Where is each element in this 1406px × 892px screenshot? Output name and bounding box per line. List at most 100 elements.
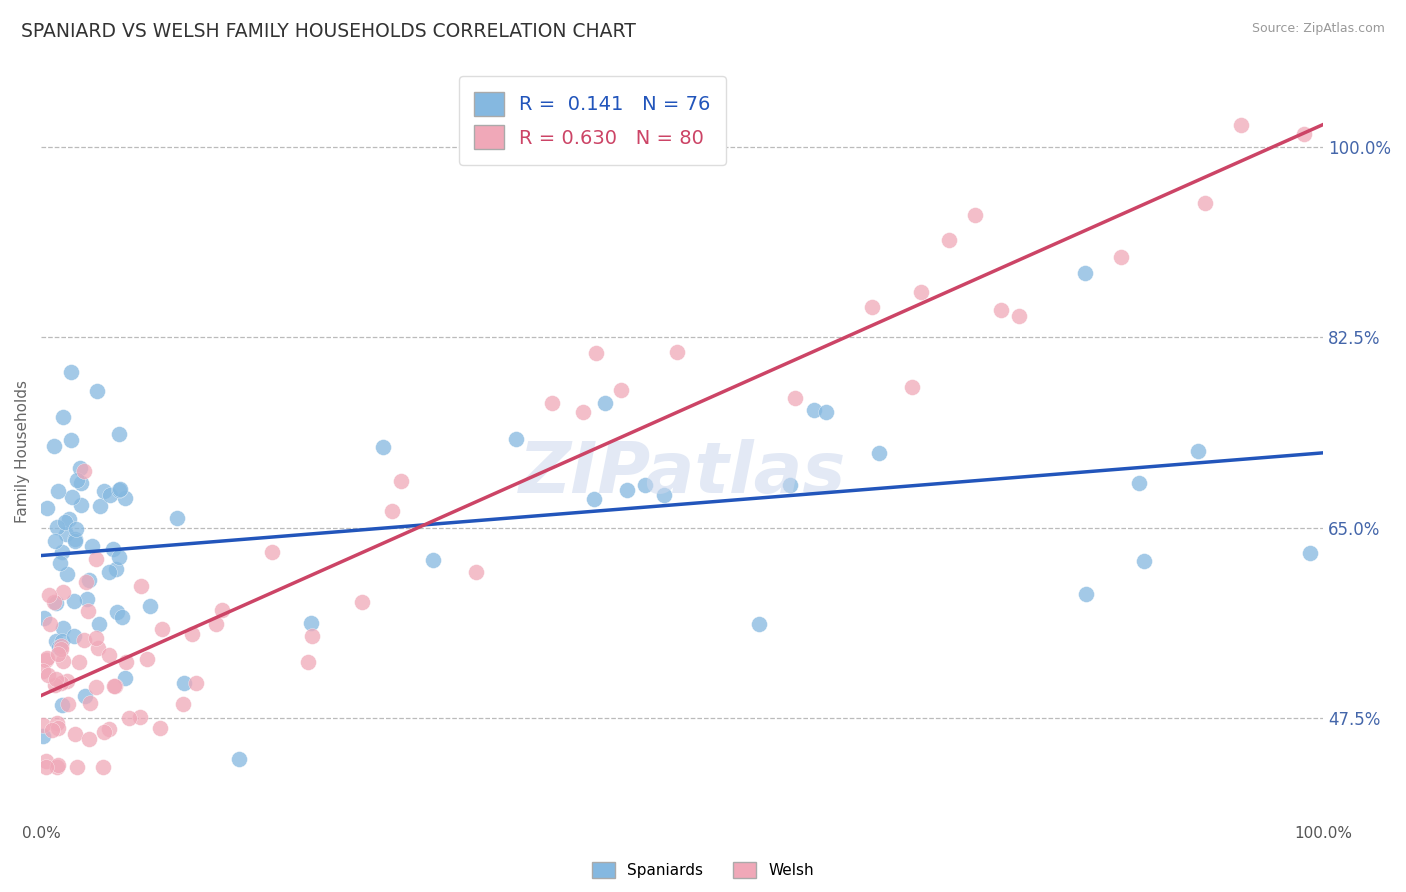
Point	[48, 721, 70, 735]
Point	[652, 488, 675, 502]
Point	[135, 652, 157, 666]
Point	[79, 573, 101, 587]
Point	[52, 585, 75, 599]
Point	[70, 499, 93, 513]
Point	[900, 380, 922, 394]
Point	[228, 752, 250, 766]
Point	[79, 696, 101, 710]
Point	[34, 653, 56, 667]
Point	[350, 594, 373, 608]
Point	[66, 473, 89, 487]
Point	[93, 483, 115, 498]
Point	[31, 718, 53, 732]
Point	[58, 511, 80, 525]
Point	[46, 715, 69, 730]
Point	[105, 562, 128, 576]
Text: Source: ZipAtlas.com: Source: ZipAtlas.com	[1251, 22, 1385, 36]
Point	[44, 678, 66, 692]
Point	[211, 603, 233, 617]
Point	[45, 673, 67, 687]
Point	[1229, 118, 1251, 132]
Point	[107, 427, 129, 442]
Point	[260, 545, 283, 559]
Point	[541, 396, 564, 410]
Point	[46, 483, 69, 498]
Point	[44, 533, 66, 548]
Point	[963, 209, 986, 223]
Point	[131, 579, 153, 593]
Point	[389, 475, 412, 489]
Text: ZIPatlas: ZIPatlas	[519, 439, 846, 508]
Point	[89, 499, 111, 513]
Point	[37, 668, 59, 682]
Point	[1187, 443, 1209, 458]
Point	[108, 483, 131, 498]
Point	[114, 671, 136, 685]
Point	[45, 596, 67, 610]
Point	[610, 383, 633, 397]
Point	[103, 680, 125, 694]
Point	[172, 697, 194, 711]
Point	[84, 631, 107, 645]
Point	[46, 760, 69, 774]
Point	[149, 721, 172, 735]
Point	[51, 634, 73, 648]
Point	[73, 464, 96, 478]
Point	[371, 440, 394, 454]
Text: SPANIARD VS WELSH FAMILY HOUSEHOLDS CORRELATION CHART: SPANIARD VS WELSH FAMILY HOUSEHOLDS CORR…	[21, 22, 636, 41]
Point	[665, 344, 688, 359]
Point	[66, 760, 89, 774]
Point	[785, 392, 807, 406]
Point	[45, 634, 67, 648]
Point	[582, 492, 605, 507]
Point	[93, 725, 115, 739]
Point	[52, 410, 75, 425]
Point	[87, 617, 110, 632]
Point	[104, 679, 127, 693]
Point	[65, 534, 87, 549]
Point	[634, 478, 657, 492]
Point	[77, 732, 100, 747]
Point	[35, 760, 58, 774]
Point	[91, 760, 114, 774]
Point	[1128, 476, 1150, 491]
Point	[73, 689, 96, 703]
Point	[938, 233, 960, 247]
Point	[58, 698, 80, 712]
Point	[1109, 250, 1132, 264]
Point	[114, 491, 136, 505]
Point	[51, 639, 73, 653]
Point	[31, 664, 53, 678]
Point	[98, 488, 121, 502]
Point	[110, 610, 132, 624]
Point	[464, 565, 486, 579]
Point	[75, 574, 97, 589]
Point	[48, 557, 70, 571]
Point	[868, 446, 890, 460]
Point	[63, 532, 86, 546]
Point	[37, 501, 59, 516]
Point	[87, 641, 110, 656]
Point	[910, 285, 932, 300]
Point	[593, 396, 616, 410]
Point	[1299, 546, 1322, 560]
Point	[67, 656, 90, 670]
Point	[1194, 196, 1216, 211]
Point	[51, 698, 73, 713]
Point	[62, 629, 84, 643]
Point	[97, 722, 120, 736]
Point	[52, 621, 75, 635]
Point	[63, 727, 86, 741]
Point	[84, 681, 107, 695]
Point	[101, 541, 124, 556]
Point	[585, 346, 607, 360]
Point	[1074, 586, 1097, 600]
Point	[150, 623, 173, 637]
Point	[80, 539, 103, 553]
Point	[86, 384, 108, 399]
Point	[779, 478, 801, 492]
Point	[42, 595, 65, 609]
Point	[166, 511, 188, 525]
Point	[98, 648, 121, 662]
Point	[297, 655, 319, 669]
